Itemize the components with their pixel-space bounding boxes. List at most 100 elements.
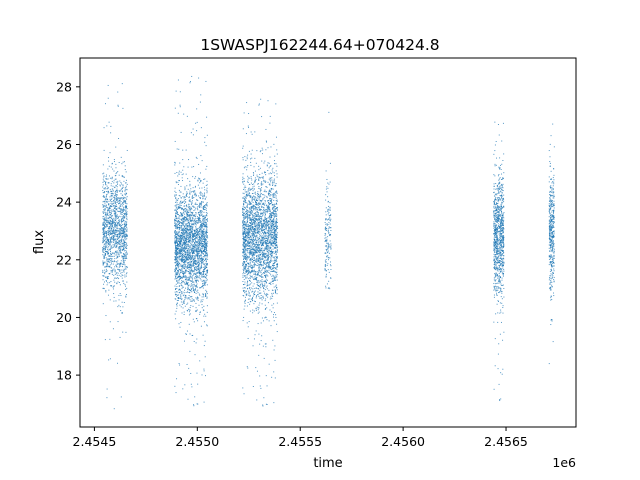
data-point <box>269 239 271 241</box>
data-point <box>182 273 184 275</box>
data-point <box>195 244 197 246</box>
data-point <box>193 270 195 272</box>
data-point <box>206 229 208 231</box>
data-point <box>206 187 208 189</box>
data-point <box>179 250 181 252</box>
data-point <box>246 156 248 158</box>
data-point <box>206 243 208 245</box>
data-point <box>192 262 194 264</box>
data-point <box>104 199 106 201</box>
data-point <box>187 308 189 310</box>
data-point <box>243 221 245 223</box>
data-point <box>111 236 113 238</box>
data-point <box>180 244 182 246</box>
data-point <box>103 261 105 263</box>
data-point <box>246 257 248 259</box>
data-point <box>204 217 206 219</box>
data-point <box>191 288 193 290</box>
data-point <box>202 229 204 231</box>
data-point <box>178 285 180 287</box>
data-point <box>193 288 195 290</box>
data-point <box>202 243 204 245</box>
data-point <box>181 312 183 314</box>
data-point <box>190 261 192 263</box>
data-point <box>174 231 176 233</box>
data-point <box>242 275 244 277</box>
data-point <box>265 225 267 227</box>
data-point <box>269 214 271 216</box>
data-point <box>271 238 273 240</box>
data-point <box>200 247 202 249</box>
data-point <box>264 180 266 182</box>
data-point <box>126 252 128 254</box>
data-point <box>191 231 193 233</box>
data-point <box>181 268 183 270</box>
data-point <box>249 228 251 230</box>
data-point <box>188 273 190 275</box>
data-point <box>268 263 270 265</box>
data-point <box>178 297 180 299</box>
data-point <box>243 214 245 216</box>
data-point <box>113 274 115 276</box>
data-point <box>192 257 194 259</box>
data-point <box>123 216 125 218</box>
data-point <box>187 284 189 286</box>
data-point <box>125 275 127 277</box>
data-point <box>117 227 119 229</box>
data-point <box>206 231 208 233</box>
data-point <box>272 236 274 238</box>
data-point <box>125 245 127 247</box>
data-point <box>273 235 275 237</box>
data-point <box>190 201 192 203</box>
data-point <box>122 202 124 204</box>
data-point <box>125 331 127 333</box>
data-point <box>122 235 124 237</box>
data-point <box>121 230 123 232</box>
data-point <box>200 301 202 303</box>
data-point <box>102 250 104 252</box>
data-point <box>115 264 117 266</box>
data-point <box>188 254 190 256</box>
data-point <box>175 264 177 266</box>
data-point <box>191 277 193 279</box>
data-point <box>197 262 199 264</box>
data-point <box>183 205 185 207</box>
data-point <box>273 312 275 314</box>
data-point <box>267 223 269 225</box>
data-point <box>188 264 190 266</box>
data-point <box>259 249 261 251</box>
data-point <box>249 284 251 286</box>
data-point <box>110 238 112 240</box>
data-point <box>109 229 111 231</box>
data-point <box>111 223 113 225</box>
data-point <box>185 231 187 233</box>
data-point <box>118 253 120 255</box>
data-point <box>178 258 180 260</box>
data-point <box>103 192 105 194</box>
data-point <box>106 260 108 262</box>
data-point <box>118 251 120 253</box>
data-point <box>175 226 177 228</box>
data-point <box>195 222 197 224</box>
data-point <box>102 227 104 229</box>
data-point <box>190 383 192 385</box>
data-point <box>269 236 271 238</box>
data-point <box>105 234 107 236</box>
data-point <box>125 234 127 236</box>
data-point <box>180 263 182 265</box>
data-point <box>125 194 127 196</box>
data-point <box>114 202 116 204</box>
data-point <box>204 235 206 237</box>
data-point <box>198 230 200 232</box>
data-point <box>274 278 276 280</box>
data-point <box>203 223 205 225</box>
data-point <box>104 262 106 264</box>
data-point <box>189 236 191 238</box>
data-point <box>198 275 200 277</box>
data-point <box>188 276 190 278</box>
data-point <box>203 234 205 236</box>
data-point <box>248 269 250 271</box>
data-point <box>123 239 125 241</box>
data-point <box>176 269 178 271</box>
data-point <box>247 280 249 282</box>
